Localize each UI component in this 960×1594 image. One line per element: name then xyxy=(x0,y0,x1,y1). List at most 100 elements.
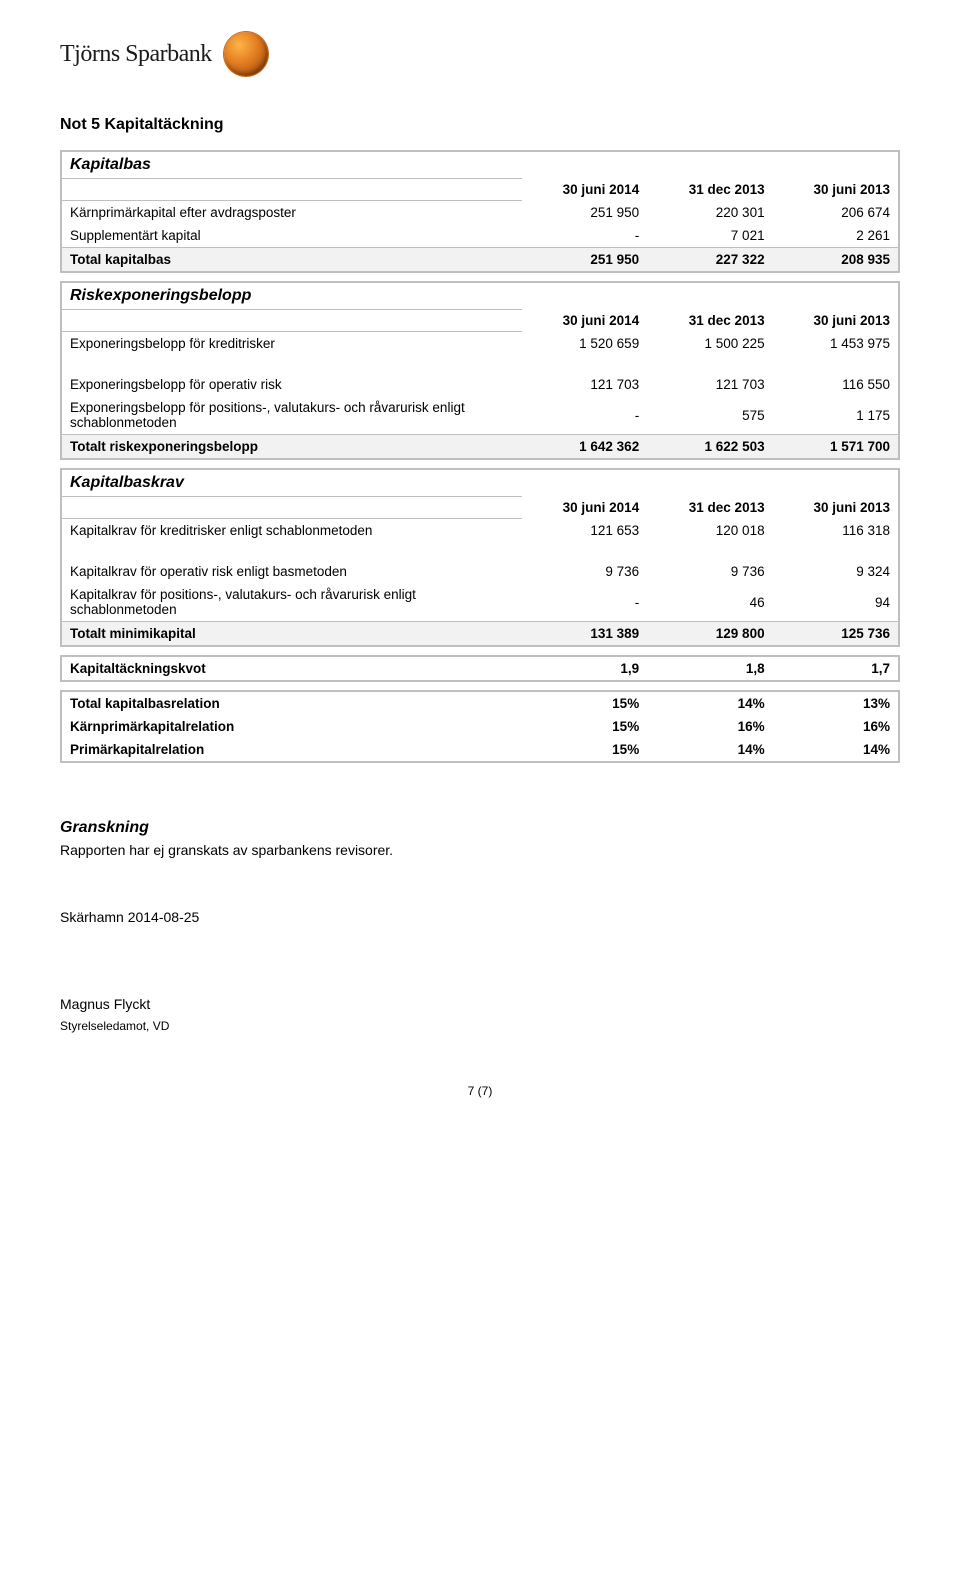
table-kapitaltackningskvot: Kapitaltäckningskvot 1,9 1,8 1,7 xyxy=(60,655,900,682)
row-value: 116 318 xyxy=(773,519,898,542)
row-label: Exponeringsbelopp för kreditrisker xyxy=(62,332,522,355)
section-heading: Riskexponeringsbelopp xyxy=(62,283,898,309)
row-label: Kapitalkrav för operativ risk enligt bas… xyxy=(62,560,522,583)
total-row: Totalt minimikapital 131 389 129 800 125… xyxy=(62,621,898,645)
row-value: 1 453 975 xyxy=(773,332,898,355)
row-label: Exponeringsbelopp för positions-, valuta… xyxy=(62,396,522,434)
table-row: Primärkapitalrelation 15% 14% 14% xyxy=(62,738,898,761)
col-header: 30 juni 2013 xyxy=(773,178,898,201)
row-value: 206 674 xyxy=(773,201,898,224)
page-footer: 7 (7) xyxy=(60,1084,900,1098)
row-value: 251 950 xyxy=(522,201,647,224)
row-label: Totalt riskexponeringsbelopp xyxy=(62,434,522,458)
col-header: 30 juni 2014 xyxy=(522,178,647,201)
row-value: 1,9 xyxy=(522,657,647,680)
col-header: 31 dec 2013 xyxy=(647,178,772,201)
row-value: 14% xyxy=(647,692,772,715)
row-value: 1,8 xyxy=(647,657,772,680)
row-label: Total kapitalbasrelation xyxy=(62,692,522,715)
signoff-title: Styrelseledamot, VD xyxy=(60,1018,900,1034)
row-value: 251 950 xyxy=(522,247,647,271)
logo: Tjörns Sparbank xyxy=(60,32,900,76)
row-value: 14% xyxy=(773,738,898,761)
table-kapitalbas: Kapitalbas 30 juni 2014 31 dec 2013 30 j… xyxy=(60,150,900,273)
table-relations: Total kapitalbasrelation 15% 14% 13% Kär… xyxy=(60,690,900,763)
col-header: 30 juni 2014 xyxy=(522,309,647,332)
row-value: 16% xyxy=(647,715,772,738)
row-value: 120 018 xyxy=(647,519,772,542)
row-label: Kapitalkrav för positions-, valutakurs- … xyxy=(62,583,522,621)
col-header: 30 juni 2014 xyxy=(522,496,647,519)
row-value: 1 642 362 xyxy=(522,434,647,458)
row-value: 121 703 xyxy=(647,373,772,396)
row-value: 15% xyxy=(522,738,647,761)
granskning-heading: Granskning xyxy=(60,819,900,837)
row-value: 227 322 xyxy=(647,247,772,271)
row-value: 16% xyxy=(773,715,898,738)
row-label: Exponeringsbelopp för operativ risk xyxy=(62,373,522,396)
row-value: 9 736 xyxy=(647,560,772,583)
row-label: Kärnprimärkapital efter avdragsposter xyxy=(62,201,522,224)
signoff-name: Magnus Flyckt xyxy=(60,995,900,1014)
section-heading: Kapitalbas xyxy=(62,152,898,178)
table-row: Kapitalkrav för kreditrisker enligt scha… xyxy=(62,519,898,542)
signoff-place-date: Skärhamn 2014-08-25 xyxy=(60,908,900,927)
table-row: Exponeringsbelopp för positions-, valuta… xyxy=(62,396,898,434)
note-title: Not 5 Kapitaltäckning xyxy=(60,116,900,134)
table-row: Exponeringsbelopp för kreditrisker 1 520… xyxy=(62,332,898,355)
row-value: 1 520 659 xyxy=(522,332,647,355)
logo-text: Tjörns Sparbank xyxy=(60,41,212,68)
table-row: Supplementärt kapital - 7 021 2 261 xyxy=(62,224,898,247)
col-header: 30 juni 2013 xyxy=(773,309,898,332)
row-label: Totalt minimikapital xyxy=(62,621,522,645)
table-row: Exponeringsbelopp för operativ risk 121 … xyxy=(62,373,898,396)
table-row: Total kapitalbasrelation 15% 14% 13% xyxy=(62,692,898,715)
row-value: 1 622 503 xyxy=(647,434,772,458)
row-value: 129 800 xyxy=(647,621,772,645)
row-value: 121 653 xyxy=(522,519,647,542)
row-label: Primärkapitalrelation xyxy=(62,738,522,761)
row-value: 15% xyxy=(522,692,647,715)
row-value: 9 736 xyxy=(522,560,647,583)
row-value: 1 175 xyxy=(773,396,898,434)
row-value: 46 xyxy=(647,583,772,621)
granskning-body: Rapporten har ej granskats av sparbanken… xyxy=(60,841,900,860)
table-row: Kapitalkrav för positions-, valutakurs- … xyxy=(62,583,898,621)
row-label: Total kapitalbas xyxy=(62,247,522,271)
row-value: 1 500 225 xyxy=(647,332,772,355)
row-label: Kapitaltäckningskvot xyxy=(62,657,522,680)
table-row: Kapitaltäckningskvot 1,9 1,8 1,7 xyxy=(62,657,898,680)
col-header: 31 dec 2013 xyxy=(647,309,772,332)
row-value: 208 935 xyxy=(773,247,898,271)
row-value: 220 301 xyxy=(647,201,772,224)
row-value: - xyxy=(522,396,647,434)
row-value: 15% xyxy=(522,715,647,738)
row-label: Kärnprimärkapitalrelation xyxy=(62,715,522,738)
table-kapitalbaskrav: Kapitalbaskrav 30 juni 2014 31 dec 2013 … xyxy=(60,468,900,647)
total-row: Total kapitalbas 251 950 227 322 208 935 xyxy=(62,247,898,271)
row-value: 14% xyxy=(647,738,772,761)
row-value: 7 021 xyxy=(647,224,772,247)
row-value: 131 389 xyxy=(522,621,647,645)
row-value: - xyxy=(522,583,647,621)
row-value: 9 324 xyxy=(773,560,898,583)
row-value: 125 736 xyxy=(773,621,898,645)
table-row: Kärnprimärkapitalrelation 15% 16% 16% xyxy=(62,715,898,738)
row-label: Supplementärt kapital xyxy=(62,224,522,247)
row-label: Kapitalkrav för kreditrisker enligt scha… xyxy=(62,519,522,542)
row-value: 2 261 xyxy=(773,224,898,247)
row-value: 116 550 xyxy=(773,373,898,396)
row-value: 1 571 700 xyxy=(773,434,898,458)
col-header: 30 juni 2013 xyxy=(773,496,898,519)
row-value: 1,7 xyxy=(773,657,898,680)
section-heading: Kapitalbaskrav xyxy=(62,470,898,496)
row-value: 94 xyxy=(773,583,898,621)
logo-orb-icon xyxy=(224,32,268,76)
table-riskexponering: Riskexponeringsbelopp 30 juni 2014 31 de… xyxy=(60,281,900,460)
row-value: - xyxy=(522,224,647,247)
row-value: 13% xyxy=(773,692,898,715)
table-row: Kärnprimärkapital efter avdragsposter 25… xyxy=(62,201,898,224)
row-value: 121 703 xyxy=(522,373,647,396)
row-value: 575 xyxy=(647,396,772,434)
total-row: Totalt riskexponeringsbelopp 1 642 362 1… xyxy=(62,434,898,458)
